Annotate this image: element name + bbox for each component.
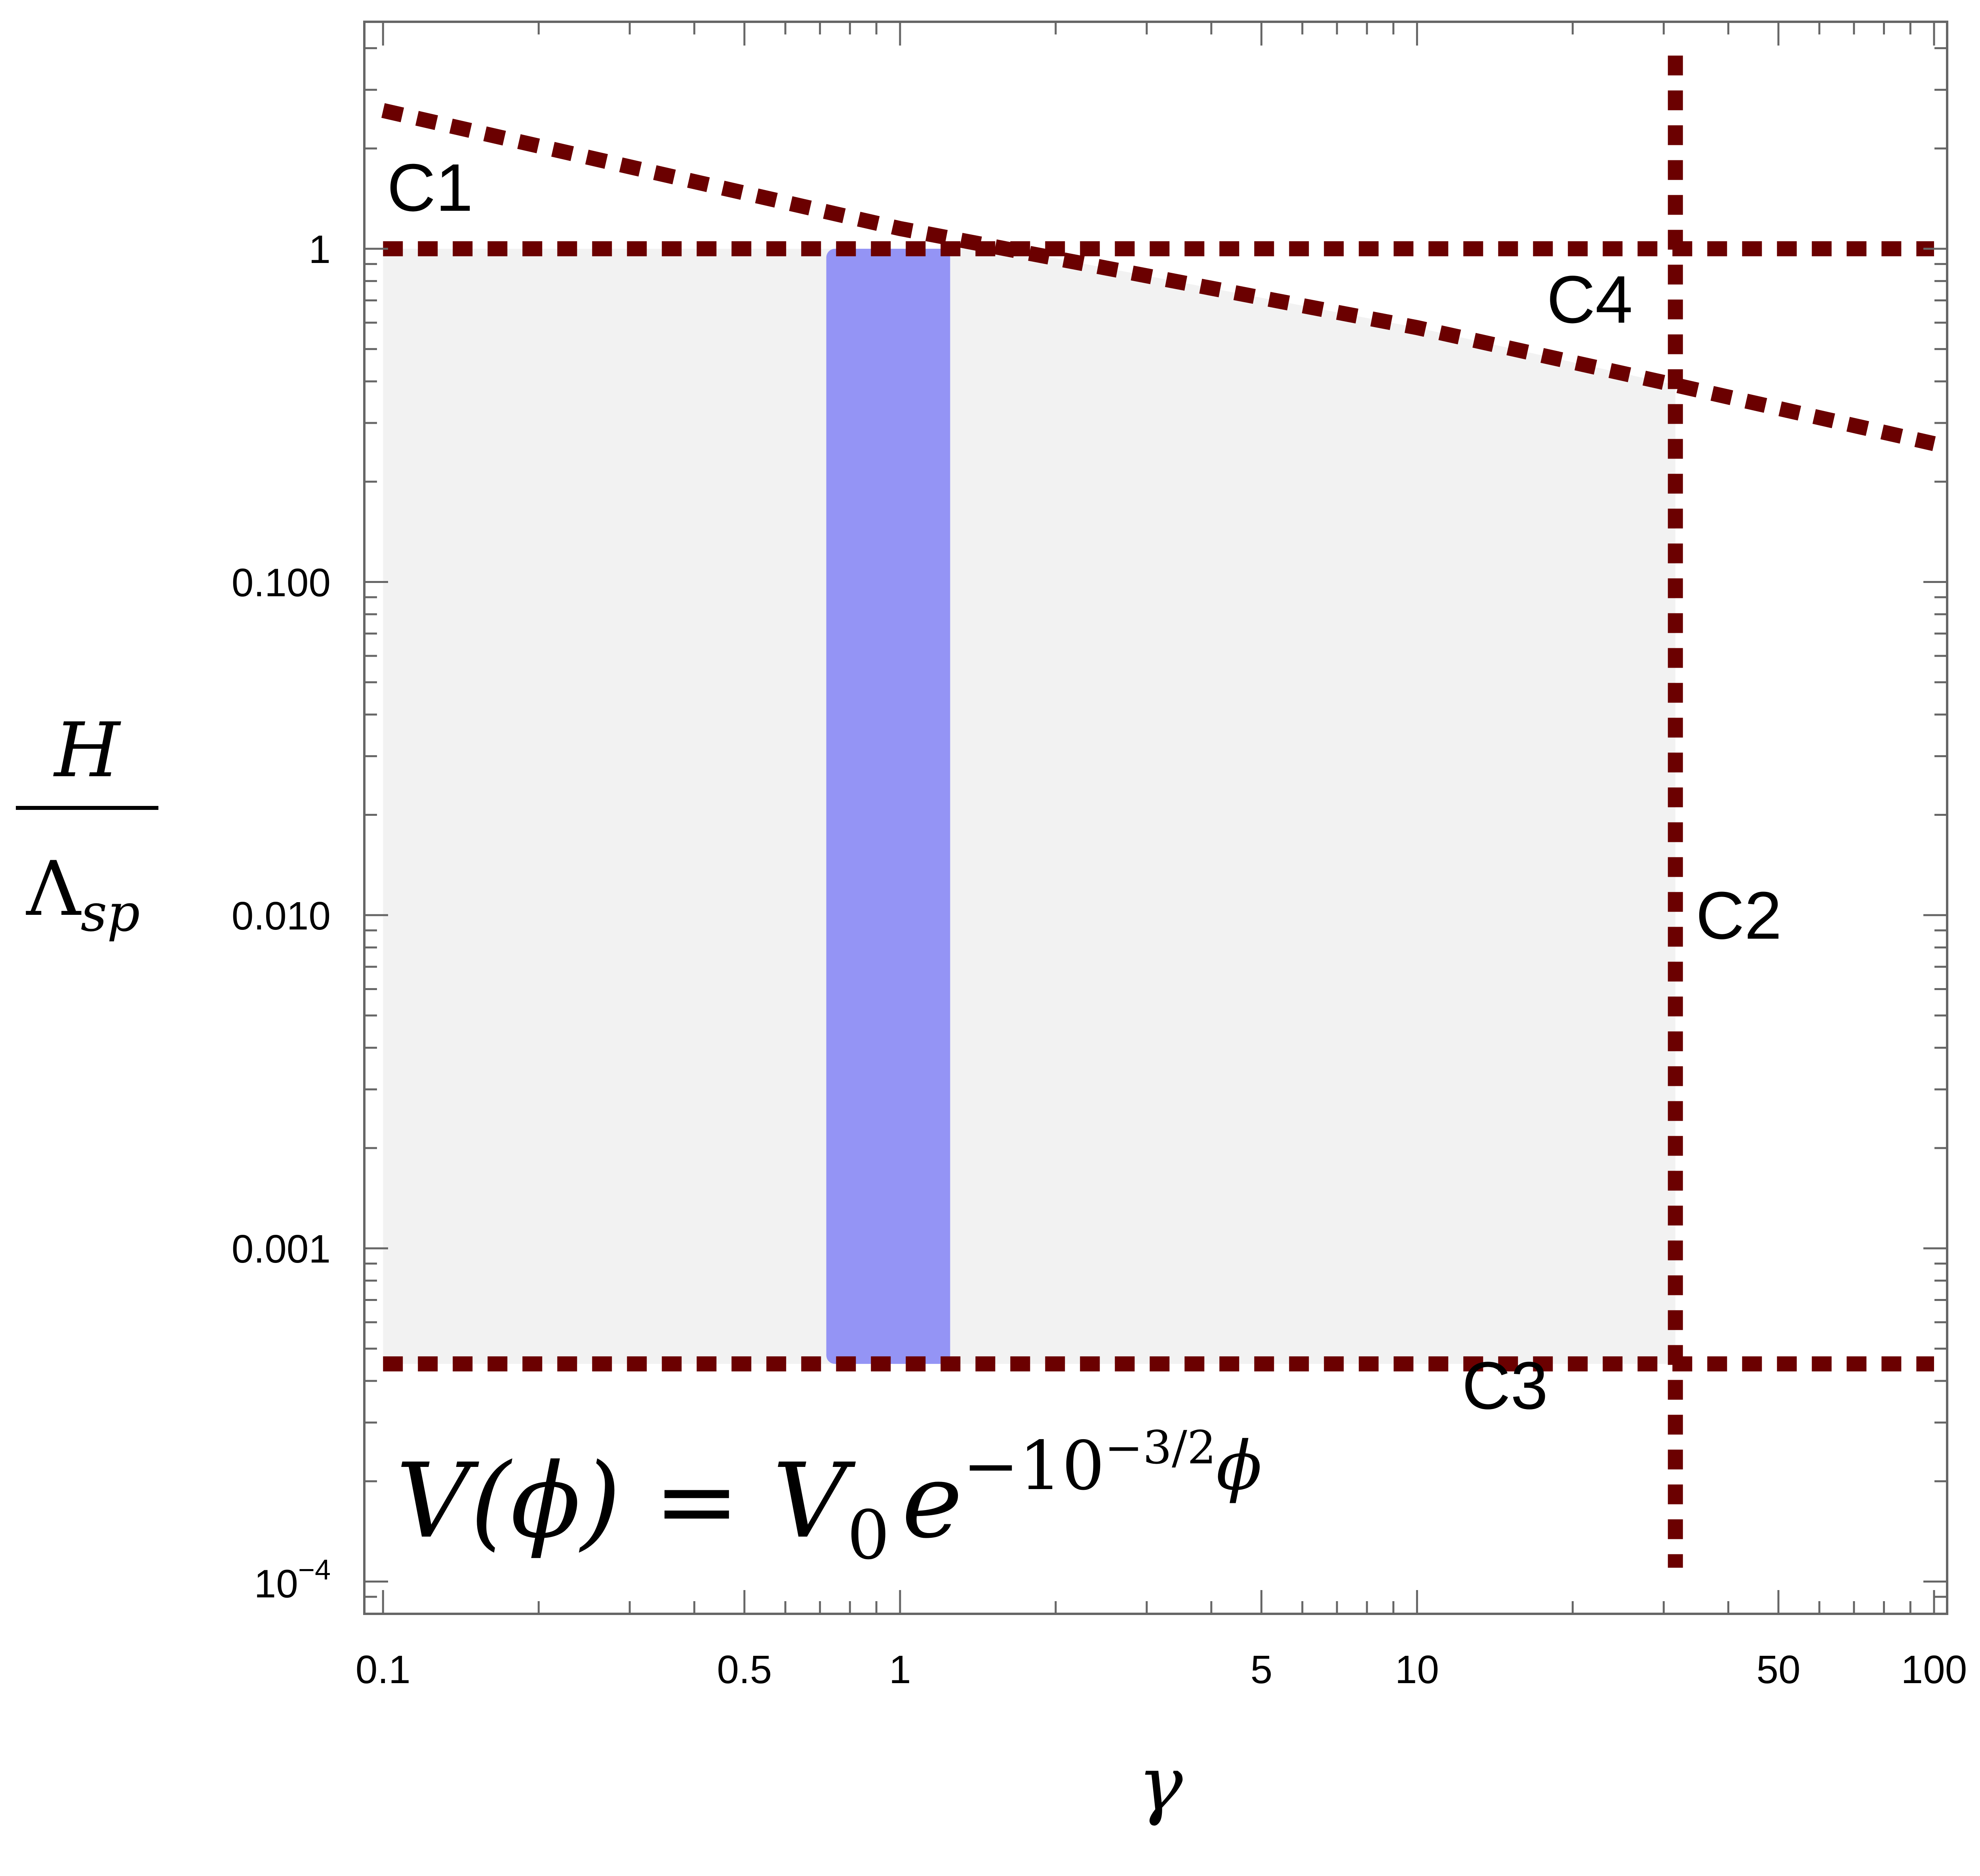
annotation-e: e <box>902 1442 963 1561</box>
curve-label-c3: C3 <box>1462 1348 1548 1423</box>
annotation-v0: V <box>773 1442 856 1561</box>
regions-layer <box>383 249 1675 1364</box>
annotation-lhs: V(ϕ) = <box>396 1442 773 1561</box>
gamma-band <box>826 249 950 1364</box>
y-axis-label-denominator: Λsp <box>25 845 140 943</box>
x-tick-label: 10 <box>1395 1647 1439 1692</box>
y-axis-label: H Λsp <box>16 707 158 943</box>
x-tick-label: 50 <box>1756 1647 1800 1692</box>
series-c4 <box>381 103 1936 451</box>
y-tick-label: 0.001 <box>232 1227 331 1271</box>
x-tick-label: 1 <box>889 1647 911 1692</box>
plot-frame <box>363 21 1948 1615</box>
curve-label-c4: C4 <box>1547 262 1633 337</box>
labels-layer: 0.1 0.5 1 5 10 50 10010.1000.0100.00110−4C1C4C… <box>232 150 1967 1692</box>
x-tick-label: 100 <box>1901 1647 1967 1692</box>
potential-annotation: V(ϕ) = V0 e−10−3/2ϕ <box>396 1421 1262 1575</box>
y-tick-label: 10−4 <box>254 1554 331 1606</box>
y-tick-label: 0.010 <box>232 894 331 938</box>
ticks-layer <box>364 22 1947 1615</box>
curve-label-c1: C1 <box>387 150 473 225</box>
curve-label-c2: C2 <box>1696 878 1782 953</box>
x-axis-label: γ <box>1138 1740 1183 1828</box>
y-tick-label-exponent: −4 <box>298 1554 331 1586</box>
annotation-exponent-phi: ϕ <box>1216 1427 1262 1505</box>
y-tick-label-base: 10 <box>254 1562 298 1606</box>
x-tick-label: 5 <box>1251 1647 1273 1692</box>
annotation-exponent-sup: −3/2 <box>1105 1421 1216 1474</box>
y-tick-label: 0.100 <box>232 560 331 605</box>
y-axis-label-fraction-bar <box>16 806 158 810</box>
annotation-v0-subscript: 0 <box>847 1496 890 1575</box>
series-layer <box>381 55 1936 1568</box>
x-tick-label: 0.1 <box>356 1647 411 1692</box>
y-axis-label-subscript: sp <box>81 883 140 943</box>
annotation-exponent: −10 <box>963 1427 1105 1505</box>
y-axis-label-lambda: Λ <box>25 845 82 933</box>
x-tick-label: 0.5 <box>717 1647 772 1692</box>
y-tick-label: 1 <box>308 227 331 272</box>
allowed-region <box>383 249 1675 1364</box>
y-axis-label-numerator: H <box>53 707 121 794</box>
